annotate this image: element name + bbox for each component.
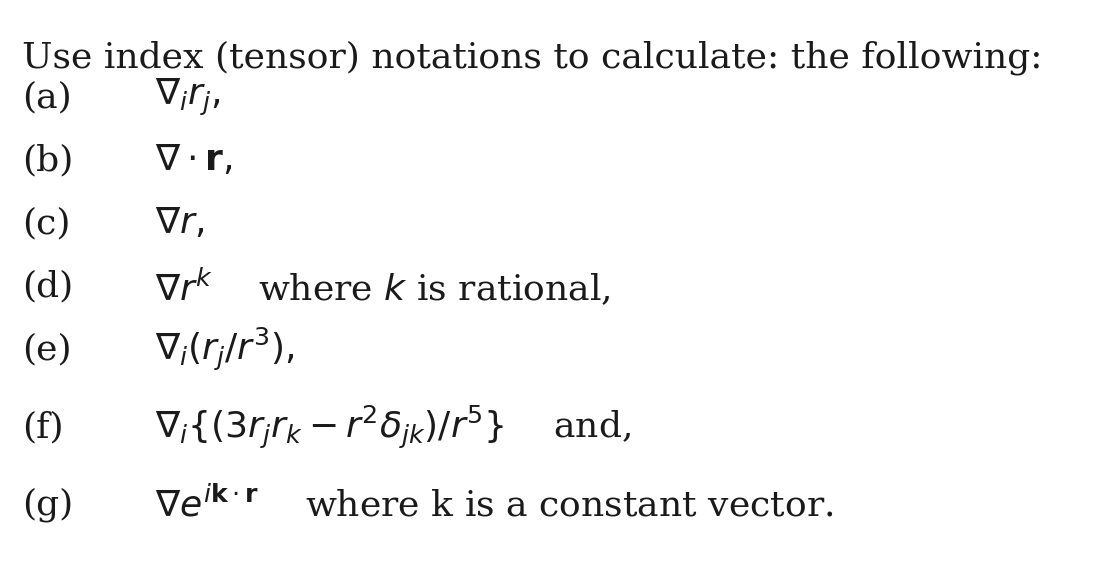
Text: (g): (g): [22, 488, 73, 522]
Text: $\nabla r^{k}\quad$ where $k$ is rational,: $\nabla r^{k}\quad$ where $k$ is rationa…: [155, 265, 611, 307]
Text: (a): (a): [22, 80, 72, 114]
Text: (d): (d): [22, 269, 73, 303]
Text: (f): (f): [22, 410, 64, 444]
Text: (b): (b): [22, 143, 73, 177]
Text: Use index (tensor) notations to calculate: the following:: Use index (tensor) notations to calculat…: [22, 40, 1042, 74]
Text: (c): (c): [22, 206, 70, 240]
Text: $\nabla_{i}(r_{j}/r^{3}),$: $\nabla_{i}(r_{j}/r^{3}),$: [155, 325, 295, 373]
Text: $\nabla r,$: $\nabla r,$: [155, 206, 204, 240]
Text: $\nabla \cdot \mathbf{r},$: $\nabla \cdot \mathbf{r},$: [155, 143, 232, 177]
Text: $\nabla_{i}\{(3r_{j}r_{k} - r^{2}\delta_{jk})/r^{5}\}\quad$ and,: $\nabla_{i}\{(3r_{j}r_{k} - r^{2}\delta_…: [155, 403, 631, 450]
Text: $\nabla_{i}r_{j},$: $\nabla_{i}r_{j},$: [155, 77, 220, 118]
Text: (e): (e): [22, 332, 71, 366]
Text: $\nabla e^{i\mathbf{k}\cdot\mathbf{r}}\quad$ where k is a constant vector.: $\nabla e^{i\mathbf{k}\cdot\mathbf{r}}\q…: [155, 487, 833, 524]
